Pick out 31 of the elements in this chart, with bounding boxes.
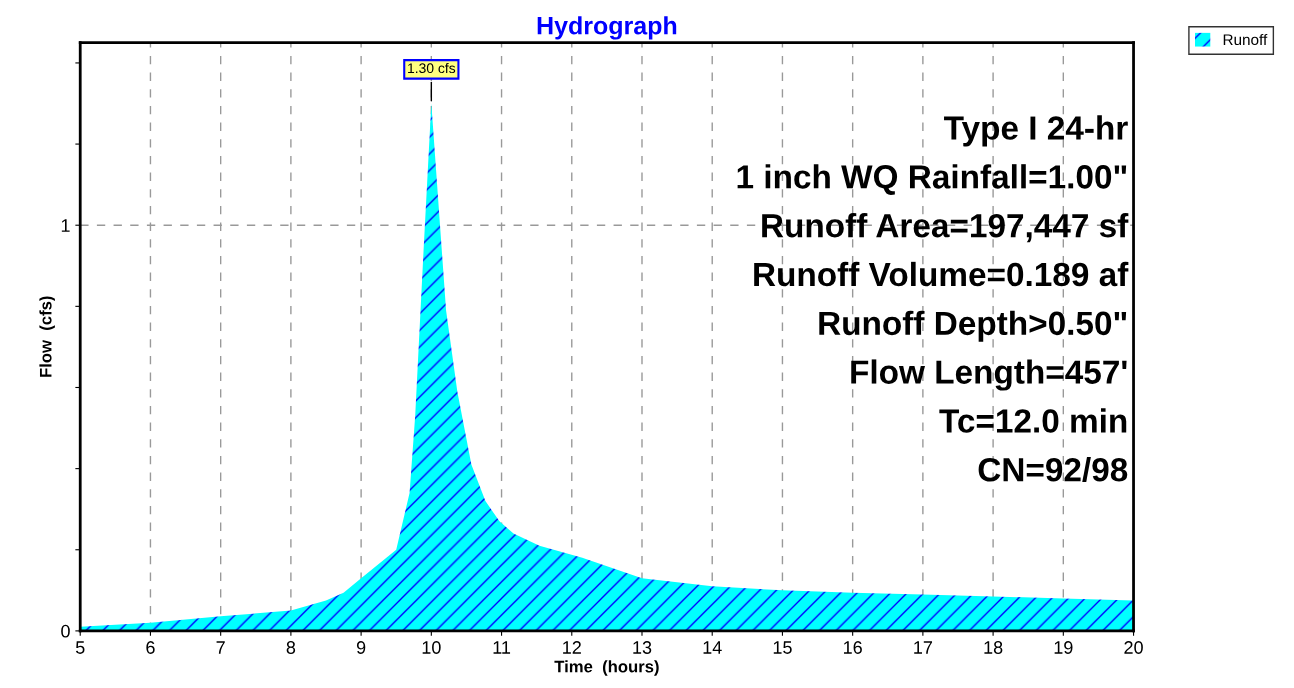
x-axis-title: Time (hours): [554, 660, 659, 676]
x-tick-label: 18: [984, 641, 1003, 654]
annotation: Runoff Volume=0.189 af: [754, 261, 1129, 287]
annotation: 1 inch WQ Rainfall=1.00": [737, 164, 1127, 195]
x-tick-label: 7: [216, 641, 225, 654]
annotation: Runoff Depth>0.50": [819, 310, 1127, 342]
annotation: Type I 24-hr: [944, 115, 1128, 147]
x-tick-label: 17: [914, 641, 933, 654]
x-tick-label: 15: [773, 641, 792, 654]
chart-title: Hydrograph: [537, 16, 677, 40]
y-tick-label: 1: [61, 219, 70, 232]
x-tick-label: 8: [286, 641, 296, 654]
x-tick-label: 10: [422, 641, 441, 654]
x-tick-label: 13: [633, 641, 652, 654]
annotation: Flow Length=457': [851, 359, 1127, 391]
x-tick-label: 6: [146, 641, 155, 654]
x-tick-label: 12: [563, 641, 581, 654]
annotation: Runoff Area=197,447 sf: [762, 213, 1129, 243]
x-tick-label: 9: [356, 641, 366, 654]
annotation: CN=92/98: [978, 457, 1128, 482]
y-tick-label: 0: [61, 624, 70, 638]
legend-label: Runoff: [1223, 33, 1268, 46]
x-tick-label: 16: [844, 641, 862, 654]
x-tick-label: 14: [703, 641, 722, 654]
x-tick-label: 20: [1124, 641, 1143, 654]
y-axis-title: Flow (cfs): [39, 296, 55, 377]
x-tick-label: 5: [75, 641, 85, 654]
x-tick-label: 11: [493, 641, 511, 654]
x-tick-label: 19: [1054, 641, 1073, 654]
annotation: Tc=12.0 min: [939, 408, 1127, 433]
annotation: 1.30 cfs: [408, 62, 456, 74]
